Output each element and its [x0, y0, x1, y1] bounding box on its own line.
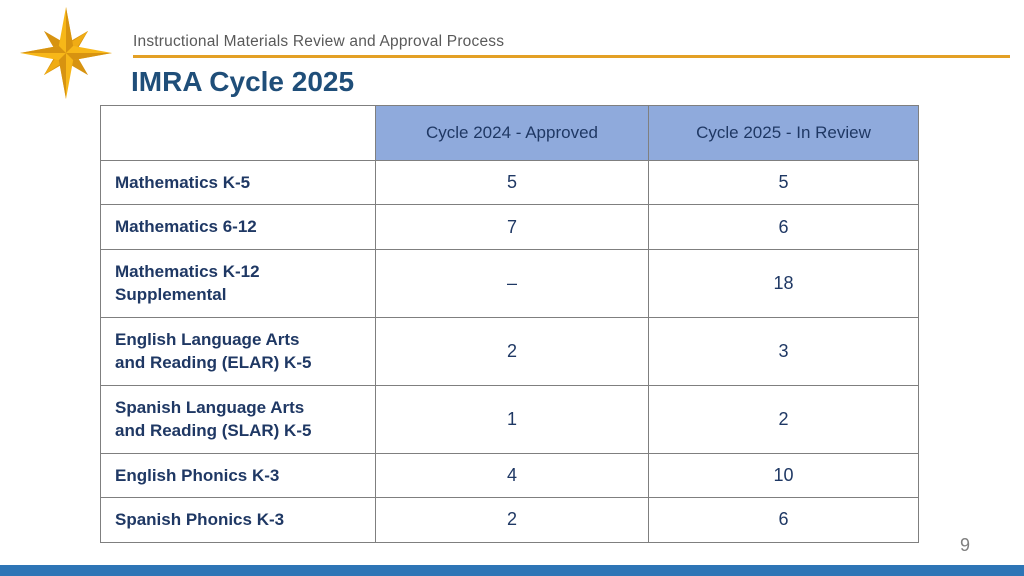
- column-header-cycle-2024-approved: Cycle 2024 - Approved: [375, 105, 649, 161]
- cycle-2024-approved-value: 5: [375, 159, 649, 206]
- table-row: English Phonics K-3 4 10: [100, 452, 919, 499]
- gold-divider-line: [133, 55, 1010, 58]
- page-number: 9: [959, 535, 970, 555]
- compass-star-logo: [20, 6, 112, 100]
- row-label: Mathematics K-12 Supplemental: [100, 248, 376, 318]
- row-label: Mathematics K-5: [100, 159, 376, 206]
- column-header-cycle-2025-in-review: Cycle 2025 - In Review: [648, 105, 919, 161]
- cycle-2025-in-review-value: 2: [648, 384, 919, 454]
- row-label: Spanish Phonics K-3: [100, 497, 376, 543]
- footer-accent-bar: [0, 565, 1024, 576]
- row-label: English Phonics K-3: [100, 452, 376, 499]
- page-title: IMRA Cycle 2025: [131, 66, 355, 97]
- cycle-2025-in-review-value: 3: [648, 316, 919, 386]
- table-row: Spanish Language Arts and Reading (SLAR)…: [100, 384, 919, 454]
- cycle-2024-approved-value: 2: [375, 316, 649, 386]
- table-header-row: Cycle 2024 - Approved Cycle 2025 - In Re…: [100, 105, 919, 161]
- table-row: English Language Arts and Reading (ELAR)…: [100, 316, 919, 386]
- cycle-2025-in-review-value: 10: [648, 452, 919, 499]
- cycle-2024-approved-value: 7: [375, 204, 649, 250]
- row-label: English Language Arts and Reading (ELAR)…: [100, 316, 376, 386]
- cycle-2024-approved-value: 1: [375, 384, 649, 454]
- row-label: Spanish Language Arts and Reading (SLAR)…: [100, 384, 376, 454]
- cycle-2025-in-review-value: 6: [648, 497, 919, 543]
- imra-cycle-table: Cycle 2024 - Approved Cycle 2025 - In Re…: [100, 105, 919, 543]
- table-row: Mathematics K-12 Supplemental –18: [100, 248, 919, 318]
- compass-star-icon: [20, 7, 112, 99]
- cycle-2024-approved-value: 2: [375, 497, 649, 543]
- cycle-2024-approved-value: 4: [375, 452, 649, 499]
- table-body: Mathematics K-5 5 5 Mathematics 6-12 7 6 Mathe…: [100, 159, 919, 543]
- cycle-2025-in-review-value: 6: [648, 204, 919, 250]
- empty-header-cell: [100, 105, 376, 161]
- row-label: Mathematics 6-12: [100, 204, 376, 250]
- slide-eyebrow-text: Instructional Materials Review and Appro…: [133, 33, 505, 50]
- table-row: Mathematics 6-12 7 6: [100, 204, 919, 250]
- table-row: Spanish Phonics K-3 2 6: [100, 497, 919, 543]
- data-table: Cycle 2024 - Approved Cycle 2025 - In Re…: [100, 105, 919, 543]
- cycle-2025-in-review-value: 18: [648, 248, 919, 318]
- table-row: Mathematics K-5 5 5: [100, 159, 919, 206]
- cycle-2024-approved-value: –: [375, 248, 649, 318]
- cycle-2025-in-review-value: 5: [648, 159, 919, 206]
